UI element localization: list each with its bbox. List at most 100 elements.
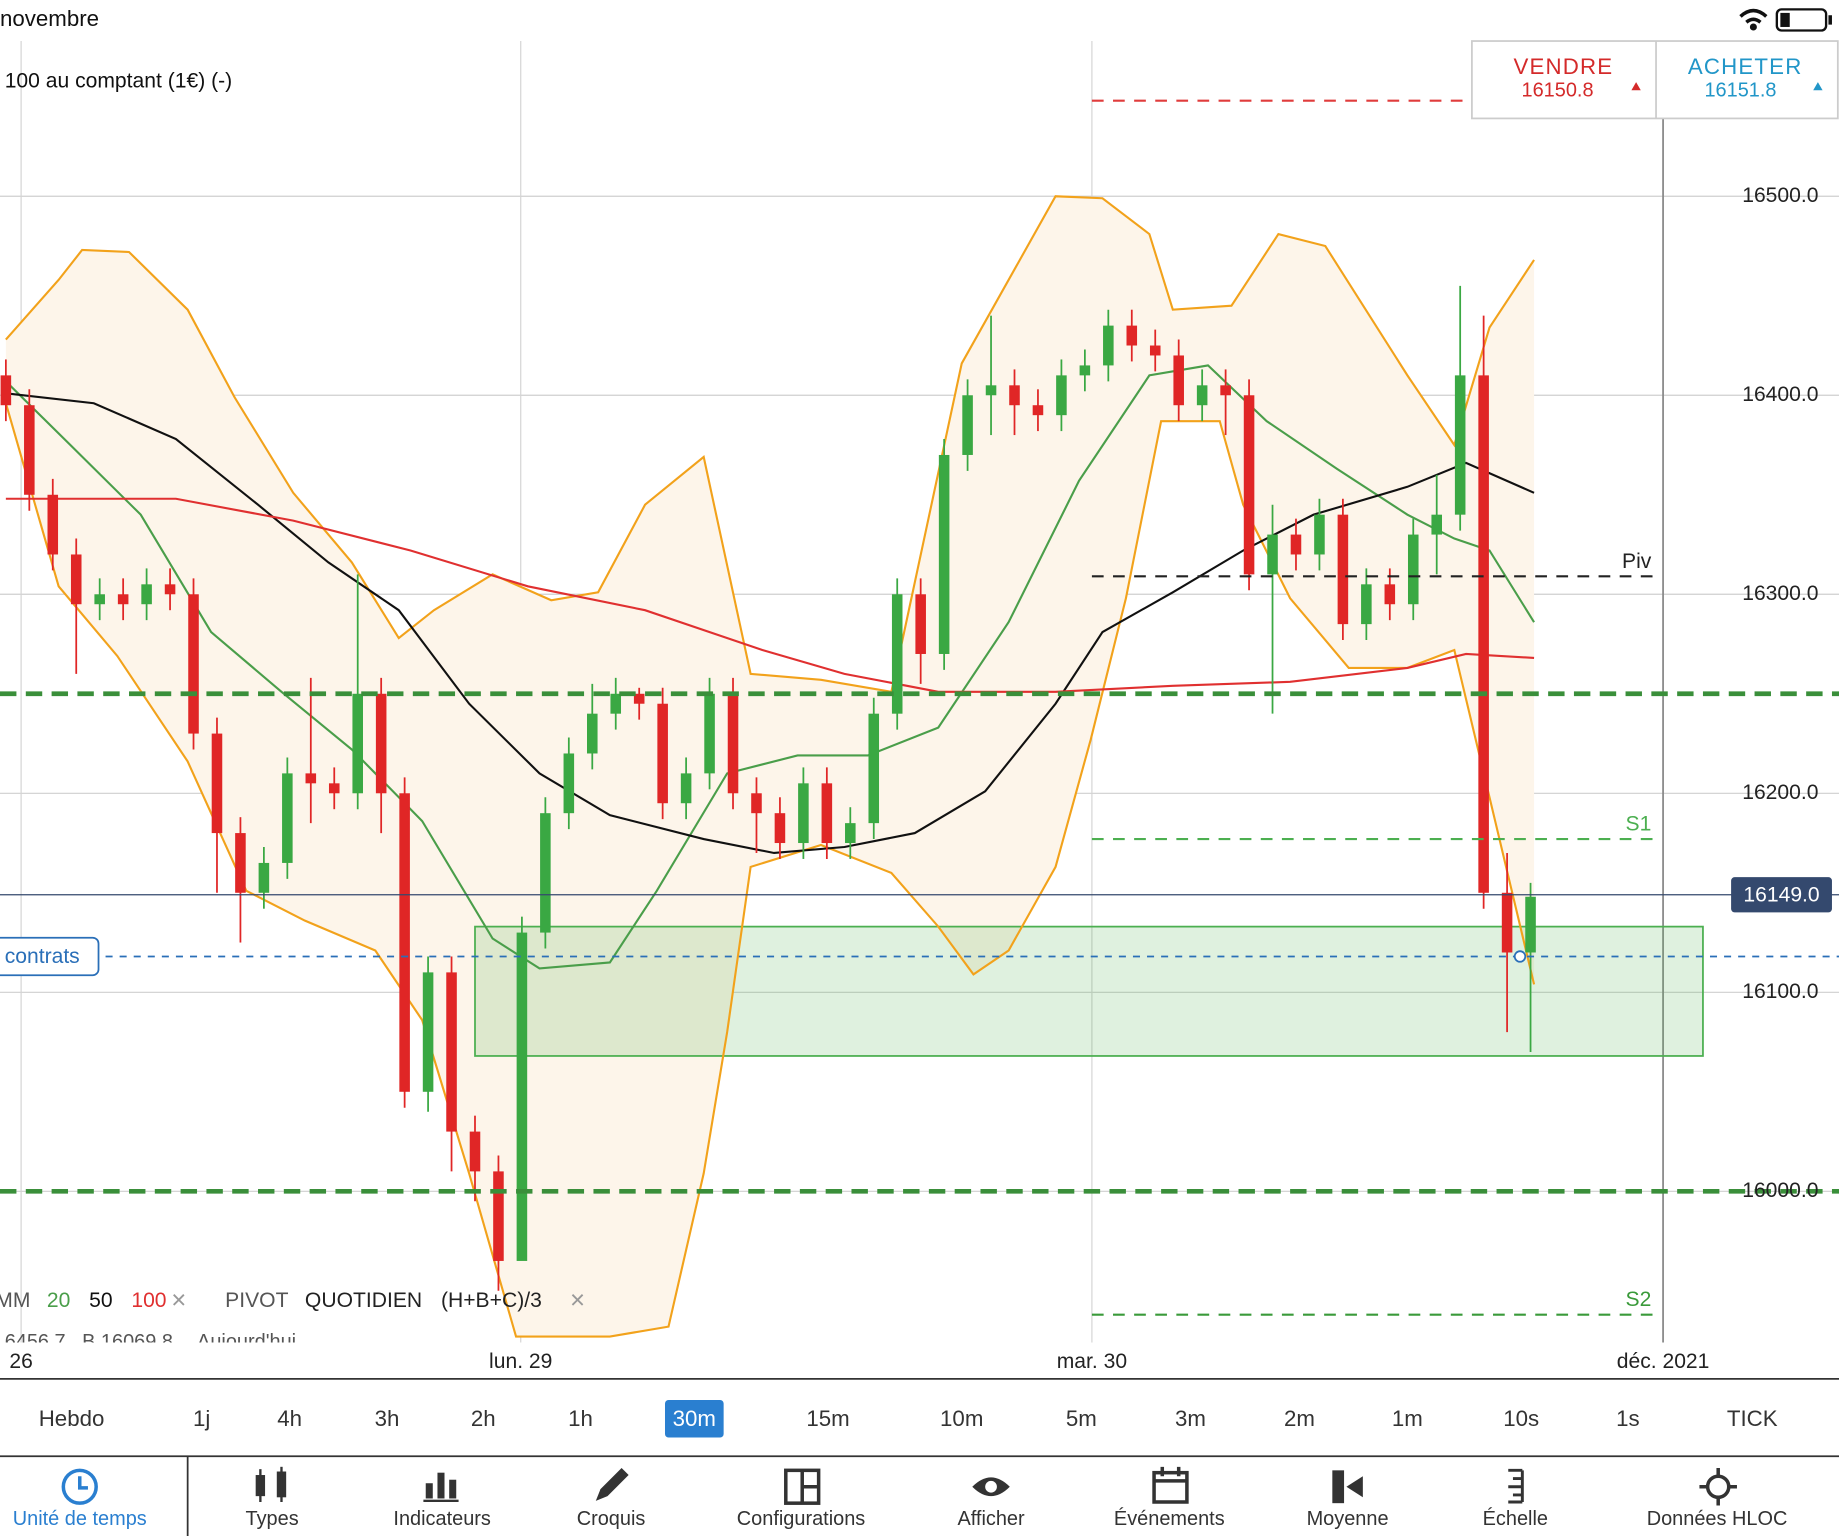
position-tag [0, 936, 100, 977]
toolbar-button[interactable]: Configurations [737, 1508, 866, 1530]
last-price-tag [1731, 877, 1832, 913]
toolbar-button[interactable]: Indicateurs [393, 1508, 491, 1530]
candle-body [1149, 345, 1161, 356]
candle-body [985, 385, 997, 396]
candle-body [1501, 892, 1513, 953]
timeframe-option[interactable]: 2h [471, 1406, 496, 1431]
buy-label[interactable]: ACHETER [1688, 54, 1803, 79]
timeframe-option[interactable]: 1h [568, 1406, 593, 1431]
timeframe-option[interactable]: 1s [1616, 1406, 1640, 1431]
timeframe-option[interactable]: 3h [375, 1406, 400, 1431]
timeframe-option[interactable]: Hebdo [39, 1406, 105, 1431]
legend-close[interactable]: × [171, 1286, 186, 1314]
candle-body [774, 813, 786, 844]
toolbar-button[interactable]: Types [246, 1508, 299, 1530]
icon-average [1332, 1470, 1363, 1504]
candle-body [1454, 375, 1466, 515]
candle-body [938, 454, 950, 654]
battery-icon [1775, 8, 1832, 32]
buy-price[interactable]: 16151.8 [1704, 80, 1776, 102]
candle-body [1478, 375, 1489, 893]
timeframe-option[interactable]: 1m [1392, 1406, 1423, 1431]
icon-pencil [595, 1467, 629, 1501]
level-label: S1 [1626, 813, 1652, 836]
toolbar-button[interactable]: Unité de temps [13, 1508, 147, 1530]
timeframe-option[interactable]: 30m [673, 1406, 716, 1431]
candle-body [352, 693, 363, 794]
timeframe-option[interactable]: 3m [1175, 1406, 1206, 1431]
candle-body [1196, 385, 1208, 406]
candle-body [962, 395, 973, 455]
month: novembre [0, 6, 99, 31]
icon-eye [972, 1477, 1010, 1497]
moving-average [5, 497, 1535, 693]
sell-button[interactable]: VENDRE 16150.8 [1513, 54, 1641, 102]
bollinger-band [4, 402, 1536, 1338]
buy-button[interactable]: ACHETER 16151.8 [1688, 54, 1823, 102]
candle-body [563, 753, 575, 814]
toolbar-button[interactable]: Échelle [1483, 1507, 1548, 1530]
icon-layout [784, 1468, 821, 1505]
candle-body [117, 594, 129, 605]
candle-body [1173, 355, 1184, 406]
candle-body [1407, 534, 1419, 605]
pivot-legend-label: PIVOT [225, 1289, 288, 1312]
timeframe-option[interactable]: 10m [940, 1406, 983, 1431]
candle-body [1361, 584, 1372, 625]
timeframe-option[interactable]: 2m [1284, 1406, 1315, 1431]
sell-label[interactable]: VENDRE [1513, 54, 1613, 79]
candle-body [446, 972, 457, 1132]
x-tick-label: 26 [9, 1350, 32, 1373]
candle-body [469, 1131, 481, 1172]
toolbar-button[interactable]: Afficher [957, 1508, 1025, 1530]
timeframe-selected [664, 1399, 724, 1438]
timeframe-option[interactable]: 15m [806, 1406, 849, 1431]
info-value: Aujourd'hui [197, 1331, 296, 1353]
y-tick-label: 16000.0 [1742, 1179, 1818, 1202]
icon-clock [61, 1468, 98, 1505]
icon-scale [1508, 1468, 1524, 1504]
x-tick-label: lun. 29 [489, 1350, 552, 1373]
candle-body [540, 813, 551, 933]
pivot-legend-close[interactable]: × [570, 1286, 585, 1314]
plot-area [0, 41, 1839, 1343]
toolbar-button[interactable]: Croquis [577, 1508, 646, 1530]
candle-body [1009, 385, 1020, 406]
pivot-legend-period: QUOTIDIEN [305, 1289, 422, 1312]
candle-body [1431, 514, 1442, 535]
level-label: Piv [1622, 550, 1652, 573]
sell-price[interactable]: 16150.8 [1522, 80, 1594, 102]
candle-body [516, 932, 528, 1261]
candle-body [235, 833, 246, 893]
last-price-label: 16149.0 [1743, 884, 1819, 907]
info-value: 6456.7 [5, 1331, 66, 1353]
candle-body [282, 773, 293, 863]
candle-body [94, 594, 105, 605]
candle-body [493, 1171, 504, 1261]
candle-body [70, 554, 82, 605]
toolbar-button[interactable]: Données HLOC [1647, 1508, 1788, 1530]
timeframe-option[interactable]: 1j [193, 1406, 210, 1431]
candle-body [1126, 325, 1138, 346]
timeframe-option[interactable]: TICK [1727, 1406, 1778, 1431]
icon-hloc [1699, 1467, 1737, 1506]
candle-body [1267, 534, 1278, 575]
candle-body [891, 594, 903, 714]
candle-body [375, 693, 387, 794]
candle-body [305, 773, 317, 784]
y-tick-label: 16100.0 [1742, 980, 1818, 1003]
timeframe-option[interactable]: 10s [1503, 1406, 1539, 1431]
candle-body [328, 783, 340, 794]
legend-entry: 20 [47, 1289, 70, 1312]
candle-body [587, 713, 598, 754]
y-tick-label: 16500.0 [1742, 184, 1818, 207]
icon-calendar [1152, 1466, 1189, 1504]
toolbar-button[interactable]: Événements [1114, 1507, 1225, 1530]
candle-body [211, 733, 223, 834]
timeframe-option[interactable]: 4h [277, 1406, 302, 1431]
timeframe-option[interactable]: 5m [1066, 1406, 1097, 1431]
candle-body [258, 862, 270, 893]
toolbar-button[interactable]: Moyenne [1307, 1508, 1389, 1530]
icon-candles [255, 1466, 287, 1502]
toolbar: Unité de temps Types Indicateurs Croquis Con… [0, 1455, 1839, 1536]
